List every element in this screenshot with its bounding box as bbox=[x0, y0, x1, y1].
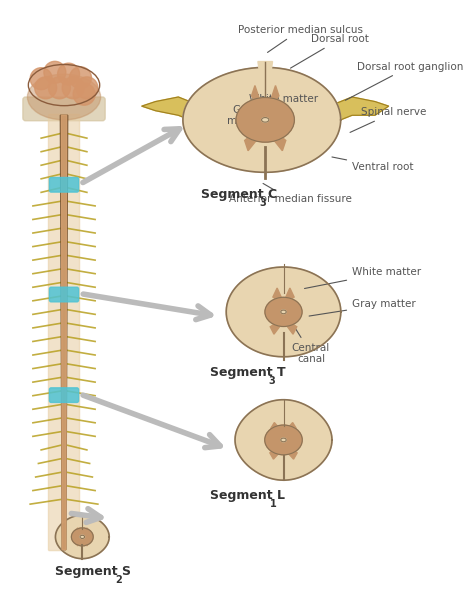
Text: Segment L: Segment L bbox=[210, 489, 285, 503]
Polygon shape bbox=[55, 515, 109, 559]
Text: 3: 3 bbox=[269, 376, 275, 386]
Ellipse shape bbox=[236, 97, 294, 142]
Text: Segment S: Segment S bbox=[55, 565, 131, 578]
Polygon shape bbox=[283, 423, 296, 436]
Polygon shape bbox=[270, 445, 283, 459]
Polygon shape bbox=[82, 528, 89, 535]
FancyBboxPatch shape bbox=[49, 287, 79, 302]
Polygon shape bbox=[61, 115, 67, 549]
FancyBboxPatch shape bbox=[48, 115, 80, 551]
Text: Dorsal root ganglion: Dorsal root ganglion bbox=[346, 62, 463, 100]
Text: Gray
matter: Gray matter bbox=[228, 105, 263, 126]
Circle shape bbox=[62, 77, 84, 99]
Ellipse shape bbox=[27, 74, 100, 120]
Ellipse shape bbox=[281, 310, 286, 314]
Circle shape bbox=[35, 77, 57, 99]
Ellipse shape bbox=[262, 118, 269, 122]
Polygon shape bbox=[283, 445, 297, 459]
Polygon shape bbox=[142, 97, 201, 124]
Polygon shape bbox=[226, 267, 341, 357]
Ellipse shape bbox=[281, 438, 286, 442]
Polygon shape bbox=[283, 318, 297, 334]
Polygon shape bbox=[252, 86, 262, 110]
Circle shape bbox=[70, 67, 91, 89]
Polygon shape bbox=[76, 539, 82, 546]
Ellipse shape bbox=[80, 535, 84, 538]
Circle shape bbox=[73, 83, 95, 105]
Circle shape bbox=[48, 77, 71, 99]
Polygon shape bbox=[269, 127, 286, 151]
Text: White matter: White matter bbox=[304, 267, 421, 288]
Text: 3: 3 bbox=[260, 198, 266, 208]
Polygon shape bbox=[329, 97, 389, 124]
Polygon shape bbox=[245, 127, 262, 151]
Text: Posterior median sulcus: Posterior median sulcus bbox=[238, 25, 363, 52]
Text: Gray matter: Gray matter bbox=[309, 299, 416, 316]
Text: Segment C: Segment C bbox=[201, 188, 277, 201]
Circle shape bbox=[30, 68, 52, 90]
Polygon shape bbox=[76, 528, 82, 535]
Text: 1: 1 bbox=[270, 500, 276, 509]
Ellipse shape bbox=[72, 528, 93, 546]
Polygon shape bbox=[271, 423, 283, 436]
Polygon shape bbox=[60, 115, 68, 549]
Text: Central
canal: Central canal bbox=[288, 316, 330, 364]
Ellipse shape bbox=[265, 425, 302, 455]
Ellipse shape bbox=[265, 298, 302, 326]
FancyBboxPatch shape bbox=[23, 97, 105, 121]
Polygon shape bbox=[269, 86, 279, 110]
Polygon shape bbox=[283, 288, 294, 304]
Polygon shape bbox=[273, 288, 283, 304]
Polygon shape bbox=[270, 318, 283, 334]
Text: Anterior median fissure: Anterior median fissure bbox=[228, 184, 352, 204]
Text: Segment T: Segment T bbox=[210, 366, 286, 379]
Text: Ventral root: Ventral root bbox=[332, 157, 414, 172]
Polygon shape bbox=[235, 400, 332, 480]
Text: Dorsal root: Dorsal root bbox=[291, 34, 369, 68]
FancyBboxPatch shape bbox=[49, 388, 79, 402]
Polygon shape bbox=[258, 62, 273, 86]
Polygon shape bbox=[183, 67, 341, 172]
Text: White matter: White matter bbox=[249, 94, 318, 103]
Text: 2: 2 bbox=[115, 575, 122, 585]
Polygon shape bbox=[82, 539, 89, 546]
Circle shape bbox=[44, 62, 66, 83]
Circle shape bbox=[76, 77, 98, 99]
Circle shape bbox=[58, 63, 80, 85]
FancyBboxPatch shape bbox=[49, 177, 79, 192]
Text: Spinal nerve: Spinal nerve bbox=[350, 107, 427, 132]
